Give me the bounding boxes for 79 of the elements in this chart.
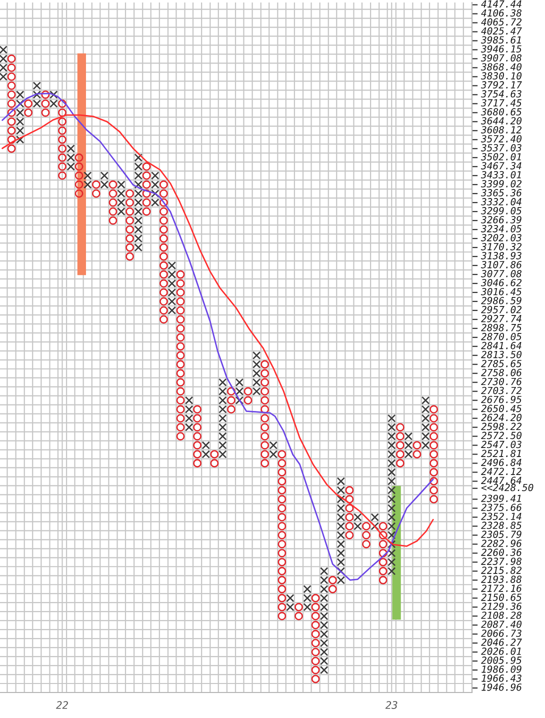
y-tick-label: 1946.96 (482, 684, 522, 691)
y-tick-label: 3717.45 (480, 99, 522, 107)
y-tick-label: 2957.02 (481, 306, 522, 314)
x-tick-label: 23 (385, 701, 398, 709)
y-tick-label: 2547.03 (481, 440, 522, 448)
y-tick-label: 3365.36 (480, 189, 522, 196)
y-tick-label: 3537.03 (480, 144, 522, 152)
y-tick-label: 2046.27 (481, 638, 522, 646)
y-tick-label: 3299.05 (480, 207, 522, 214)
y-tick-label: 2193.88 (481, 576, 522, 583)
y-tick-label: 3170.32 (480, 242, 522, 250)
y-tick-label: 2624.20 (481, 414, 522, 422)
y-tick-label: 2352.14 (481, 512, 522, 520)
y-tick-label: 2496.84 (481, 458, 522, 466)
y-tick-label: 3016.45 (480, 288, 522, 296)
y-tick-label: <<2428.50 (481, 484, 534, 492)
y-tick-label: 3907.08 (480, 54, 522, 62)
y-tick-label: 3077.08 (480, 270, 522, 278)
y-tick-label: 2650.45 (481, 404, 522, 412)
y-tick-label: 2129.36 (481, 602, 522, 610)
y-tick-label: 2150.65 (481, 594, 522, 601)
y-tick-label: 2813.50 (481, 350, 522, 358)
y-tick-label: 2026.01 (481, 648, 521, 655)
y-tick-label: 2066.73 (481, 630, 522, 637)
y-tick-label: 2870.05 (481, 332, 522, 340)
y-tick-label: 4065.72 (481, 18, 522, 26)
y-tick-label: 2005.95 (481, 656, 522, 664)
y-tick-label: 2087.40 (481, 620, 522, 628)
y-tick-label: 3467.34 (480, 162, 522, 170)
y-tick-label: 1966.43 (482, 674, 522, 682)
y-tick-label: 1986.09 (482, 666, 522, 673)
y-tick-label: 2260.36 (481, 548, 522, 556)
y-tick-label: 3138.93 (480, 252, 522, 260)
y-tick-label: 3680.65 (480, 108, 522, 116)
y-tick-label: 2215.82 (481, 566, 522, 574)
y-tick-label: 2730.76 (481, 378, 522, 386)
y-tick-label: 2447.64 (481, 476, 522, 484)
y-tick-label: 3399.02 (480, 180, 522, 188)
y-tick-label: 3234.05 (480, 225, 522, 232)
y-tick-label: 2399.41 (481, 494, 521, 502)
y-tick-label: 2927.74 (481, 314, 522, 322)
y-tick-label: 2785.65 (481, 360, 522, 368)
y-tick-label: 2237.98 (481, 558, 522, 565)
y-tick-label: 3046.62 (480, 278, 522, 286)
y-tick-label: 3830.10 (480, 72, 522, 80)
y-tick-label: 3644.20 (480, 117, 522, 124)
y-tick-label: 2703.72 (481, 386, 522, 394)
y-tick-label: 3433.01 (480, 171, 521, 178)
y-tick-label: 3868.40 (480, 63, 522, 71)
y-tick-label: 2521.81 (481, 450, 521, 458)
y-tick-label: 3202.03 (480, 234, 522, 242)
y-tick-label: 3107.86 (480, 260, 522, 268)
y-tick-label: 4106.38 (481, 9, 522, 17)
y-tick-label: 3985.61 (480, 36, 521, 44)
y-tick-label: 2676.95 (481, 396, 522, 404)
y-tick-label: 2305.79 (481, 530, 522, 538)
y-tick-label: 2328.85 (481, 522, 522, 530)
x-tick-label: 22 (56, 701, 68, 709)
y-tick-label: 3572.40 (480, 135, 522, 142)
y-tick-label: 3792.17 (480, 81, 522, 89)
y-tick-label: 2758.06 (481, 368, 522, 376)
y-tick-label: 3332.04 (480, 198, 522, 206)
y-tick-label: 4025.47 (481, 27, 522, 35)
y-tick-label: 2472.12 (481, 468, 522, 475)
y-tick-label: 2598.22 (481, 422, 522, 430)
y-tick-label: 2841.64 (481, 342, 522, 350)
y-tick-label: 2898.75 (481, 324, 522, 332)
y-tick-label: 3502.01 (480, 153, 521, 160)
y-tick-label: 2375.66 (481, 504, 522, 512)
y-tick-label: 2108.28 (481, 612, 522, 619)
y-tick-label: 2986.59 (481, 296, 522, 304)
y-tick-label: 2572.50 (481, 432, 522, 440)
y-tick-label: 2282.96 (481, 540, 522, 548)
y-tick-label: 3754.63 (480, 90, 522, 98)
y-tick-label: 3608.12 (480, 126, 522, 134)
y-tick-label: 4147.44 (481, 0, 522, 8)
y-tick-label: 3266.39 (480, 216, 522, 224)
y-tick-label: 2172.16 (481, 584, 522, 592)
y-tick-label: 3946.15 (480, 45, 522, 53)
